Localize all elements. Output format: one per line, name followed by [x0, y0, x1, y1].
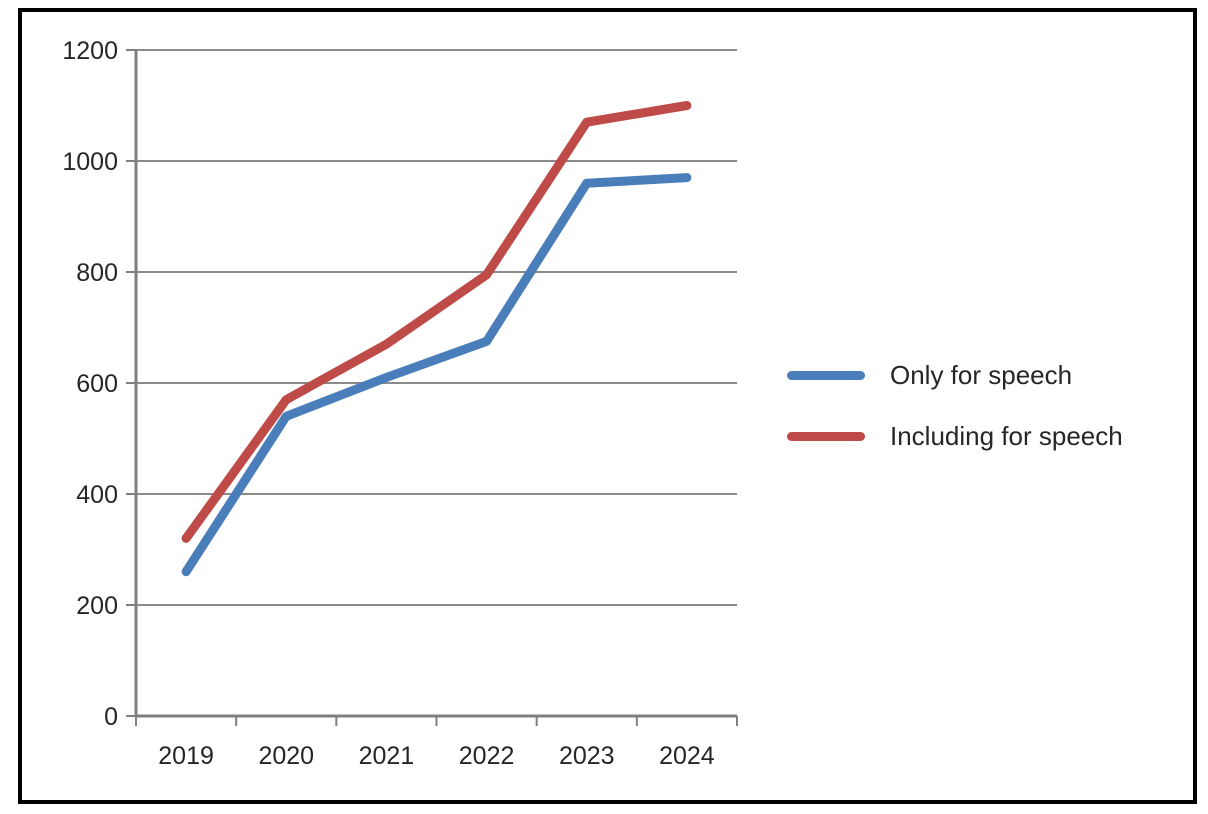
y-tick-label: 400: [76, 481, 118, 509]
y-tick-label: 800: [76, 259, 118, 287]
y-tick-label: 600: [76, 370, 118, 398]
legend: Only for speech Including for speech: [787, 360, 1123, 451]
legend-label-only-for-speech: Only for speech: [890, 360, 1073, 390]
legend-item-including-for-speech: Including for speech: [787, 421, 1123, 451]
x-tick-label: 2019: [158, 742, 214, 770]
x-tick-label: 2023: [559, 742, 615, 770]
legend-swatch-only-for-speech: [787, 370, 865, 380]
chart-frame-border: [18, 8, 1197, 804]
y-tick-label: 1200: [62, 37, 118, 65]
legend-label-including-for-speech: Including for speech: [890, 421, 1123, 451]
x-tick-label: 2020: [258, 742, 314, 770]
y-tick-label: 1000: [62, 148, 118, 176]
x-tick-label: 2021: [359, 742, 415, 770]
legend-swatch-including-for-speech: [787, 431, 865, 441]
series-line-only-for-speech: [181, 173, 692, 577]
x-tick-label: 2022: [459, 742, 515, 770]
legend-item-only-for-speech: Only for speech: [787, 360, 1123, 390]
y-tick-label: 0: [104, 703, 118, 731]
series-line-including-for-speech: [181, 101, 692, 543]
y-tick-label: 200: [76, 592, 118, 620]
x-tick-label: 2024: [659, 742, 715, 770]
